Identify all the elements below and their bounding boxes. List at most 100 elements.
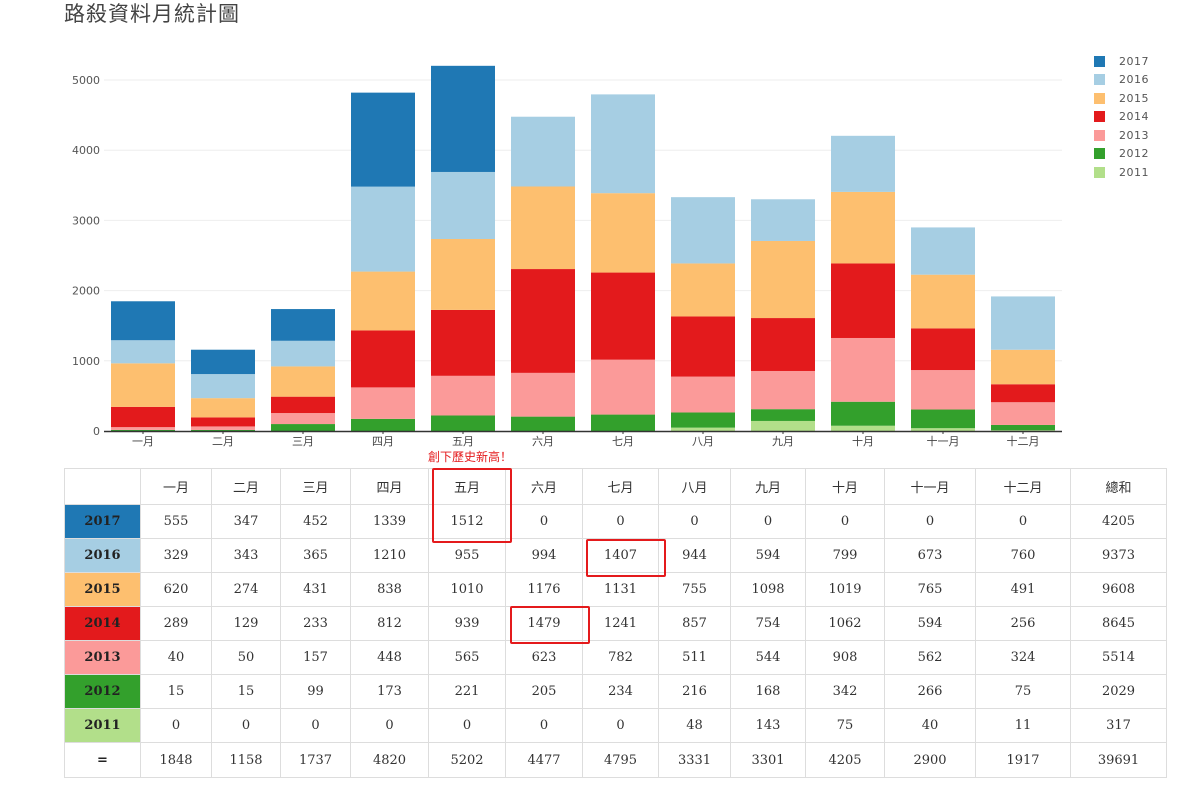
table-row: 2015 620 274 431 838 1010 1176 1131 755 1098 1019 7… (64, 572, 1167, 607)
bar-segment-2012 (111, 429, 175, 431)
bar-segment-2012 (431, 415, 495, 431)
legend-swatch (1094, 166, 1105, 178)
x-tick-label: 十一月 (927, 434, 960, 448)
x-tick-label: 三月 (292, 435, 314, 448)
bar-segment-2012 (911, 409, 975, 429)
table-cell: 765 (884, 572, 976, 607)
bar-segment-2014 (351, 330, 415, 388)
bar-segment-2015 (271, 366, 335, 397)
x-tick-label: 一月 (132, 435, 154, 448)
bar-segment-2016 (191, 374, 255, 399)
bar-segment-2013 (351, 387, 415, 419)
table-cell: 4205 (1070, 504, 1167, 539)
table-cell: 40 (884, 708, 976, 743)
table-cell: 511 (658, 640, 731, 675)
row-header: 2017 (64, 504, 141, 539)
bar-segment-2014 (271, 396, 335, 414)
table-cell: 4795 (582, 742, 659, 778)
bar-segment-2015 (511, 186, 575, 270)
bar-segment-2016 (351, 186, 415, 272)
column-header: 二月 (211, 468, 281, 505)
table-cell: 234 (582, 674, 659, 709)
y-tick-label: 2000 (72, 285, 100, 298)
bar-segment-2013 (831, 337, 895, 402)
table-cell: 0 (805, 504, 885, 539)
table-row: 2017 555 347 452 1339 1512 0 0 0 0 0 0 0 4205 (64, 504, 1167, 539)
bar-segment-2015 (991, 349, 1055, 385)
bar-segment-2017 (431, 65, 495, 172)
bar-segment-2011 (991, 430, 1055, 431)
bar-segment-2015 (831, 191, 895, 264)
table-cell: 3301 (730, 742, 806, 778)
y-tick-label: 5000 (72, 74, 100, 87)
table-cell: 0 (582, 708, 659, 743)
table-cell: 343 (211, 538, 281, 573)
column-header: 一月 (140, 468, 212, 505)
table-cell: 760 (975, 538, 1071, 573)
bar-segment-2013 (271, 413, 335, 425)
legend-label: 2016 (1119, 73, 1149, 87)
bar-segment-2014 (431, 309, 495, 376)
legend-swatch (1094, 111, 1105, 123)
table-cell: 15 (211, 674, 281, 709)
y-tick-label: 4000 (72, 144, 100, 157)
table-cell: 3331 (658, 742, 731, 778)
bar-segment-2015 (431, 239, 495, 310)
y-tick-label: 1000 (72, 355, 100, 368)
table-cell: 48 (658, 708, 731, 743)
table-cell: 1062 (805, 606, 885, 641)
table-cell: 4477 (505, 742, 583, 778)
bar-segment-2014 (111, 406, 175, 428)
record-annotation: 創下歷史新高！ (428, 450, 513, 464)
table-cell: 39691 (1070, 742, 1167, 778)
column-header: 四月 (350, 468, 429, 505)
legend-item: 2014 (1094, 108, 1149, 127)
table-cell: 594 (884, 606, 976, 641)
table-cell: 1176 (505, 572, 583, 607)
bar-segment-2016 (831, 135, 895, 192)
table-cell: 0 (211, 708, 281, 743)
table-row: 2016 329 343 365 1210 955 994 1407 944 594 799 673 7… (64, 538, 1167, 573)
bar-segment-2016 (591, 94, 655, 194)
legend-swatch (1094, 74, 1105, 86)
table-cell: 5514 (1070, 640, 1167, 675)
legend-label: 2015 (1119, 91, 1149, 105)
table-cell: 448 (350, 640, 429, 675)
table-cell: 143 (730, 708, 806, 743)
bar-segment-2011 (751, 420, 815, 431)
legend-label: 2012 (1119, 147, 1149, 161)
table-cell: 221 (428, 674, 506, 709)
bar-segment-2016 (911, 227, 975, 275)
bar-segment-2011 (831, 425, 895, 431)
legend-swatch (1094, 129, 1105, 141)
bar-segment-2015 (351, 271, 415, 331)
legend-label: 2011 (1119, 165, 1149, 179)
table-cell: 50 (211, 640, 281, 675)
table-cell: 4205 (805, 742, 885, 778)
table-cell: 782 (582, 640, 659, 675)
bar-segment-2011 (671, 427, 735, 431)
table-cell: 799 (805, 538, 885, 573)
bar-segment-2016 (671, 197, 735, 264)
bar-segment-2011 (911, 428, 975, 431)
bar-segment-2014 (991, 384, 1055, 403)
column-header: 六月 (505, 468, 583, 505)
table-cell: 562 (884, 640, 976, 675)
table-cell: 216 (658, 674, 731, 709)
table-cell: 620 (140, 572, 212, 607)
bar-segment-2014 (671, 316, 735, 377)
x-tick-label: 五月 (452, 435, 474, 448)
bar-segment-2012 (351, 418, 415, 431)
table-cell: 1339 (350, 504, 429, 539)
table-cell: 673 (884, 538, 976, 573)
column-header: 總和 (1070, 468, 1167, 505)
x-tick-label: 八月 (692, 435, 714, 448)
bar-segment-2016 (511, 116, 575, 187)
table-cell: 0 (350, 708, 429, 743)
bar-segment-2013 (911, 370, 975, 410)
table-cell: 944 (658, 538, 731, 573)
bar-segment-2013 (991, 402, 1055, 425)
row-header: 2012 (64, 674, 141, 709)
table-cell: 1210 (350, 538, 429, 573)
column-header: 十月 (805, 468, 885, 505)
